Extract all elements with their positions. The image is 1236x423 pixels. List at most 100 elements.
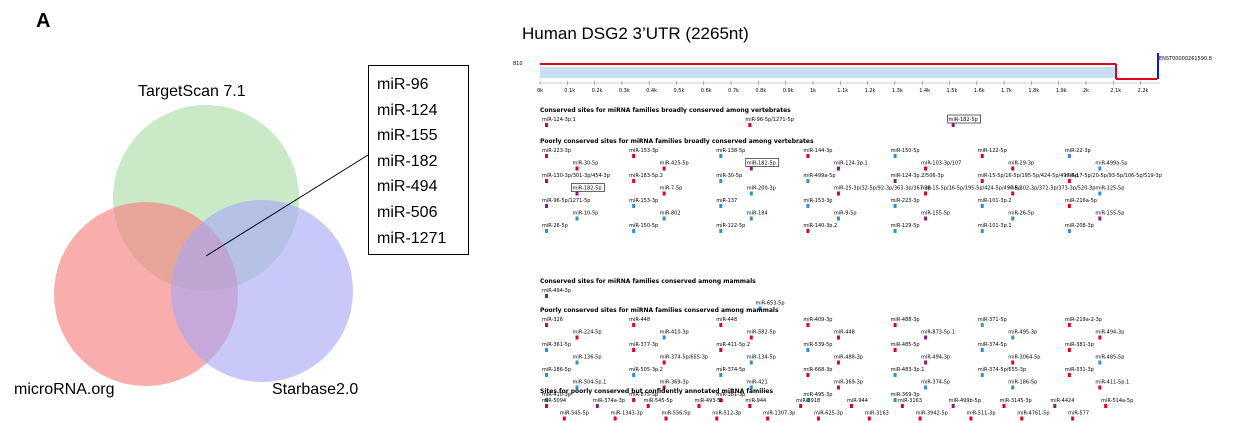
- site-label: miR-499b-5p: [949, 398, 981, 404]
- site-label: miR-150-5p: [891, 148, 920, 154]
- site-label: miR-25-3p/32-5p/92-3p/363-3p/367-3p: [834, 186, 931, 192]
- site-label: miR-374-5p: [716, 367, 745, 373]
- site-label: miR-485-5p: [1095, 355, 1124, 361]
- site-label: miR-96-5p/1271-5p: [542, 198, 590, 204]
- axis-tick-label: 0.7k: [728, 88, 739, 94]
- site-marker: [632, 373, 636, 377]
- site-label: miR-495-3p: [803, 392, 832, 398]
- site-marker: [1104, 404, 1108, 408]
- site-marker: [758, 306, 762, 311]
- site-marker: [719, 323, 723, 327]
- site-label: miR-493-5p: [695, 398, 724, 404]
- site-marker: [836, 335, 840, 340]
- site-label: miR-124-3p.2/506-3p: [891, 173, 944, 179]
- site-label: miR-326: [542, 317, 563, 323]
- site-label: miR-182-5p: [747, 161, 776, 167]
- shared-mirna: miR-182: [377, 152, 438, 170]
- site-marker: [545, 373, 548, 377]
- site-marker: [893, 348, 897, 352]
- site-marker: [980, 348, 984, 352]
- site-marker: [893, 204, 897, 208]
- shared-mirna: miR-155: [377, 127, 438, 145]
- site-marker: [715, 416, 719, 421]
- utr-title: Human DSG2 3’UTR (2265nt): [522, 24, 749, 43]
- site-label: miR-183-5p.2: [629, 173, 663, 179]
- site-marker: [806, 229, 810, 233]
- site-marker: [1071, 416, 1075, 421]
- site-label: miR-873-5p.1: [921, 330, 955, 336]
- site-marker: [1098, 166, 1102, 171]
- section-header: Conserved sites for miRNA families conse…: [540, 278, 756, 285]
- site-label: miR-512-3p: [712, 411, 741, 417]
- section-header: Conserved sites for miRNA families broad…: [540, 107, 791, 114]
- site-label: miR-223-3p: [542, 148, 571, 154]
- site-label: miR-494-3p: [542, 288, 571, 294]
- site-label: miR-216a-5p: [1065, 198, 1097, 204]
- site-marker: [545, 204, 548, 208]
- site-label: miR-26-5p: [1008, 211, 1034, 217]
- site-label: miR-124-3p.1: [834, 161, 868, 167]
- site-marker: [632, 154, 636, 158]
- site-marker: [893, 373, 897, 377]
- site-label: miR-223-3p: [891, 198, 920, 204]
- site-label: miR-488-3p: [891, 317, 920, 323]
- site-marker: [545, 323, 548, 327]
- site-marker: [1067, 229, 1071, 233]
- site-marker: [893, 398, 897, 402]
- site-highlight-box: [745, 158, 780, 167]
- site-marker: [632, 229, 636, 233]
- site-marker: [662, 385, 666, 390]
- site-label: miR-153-3p: [629, 198, 658, 204]
- site-label: miR-9-5p: [834, 211, 857, 217]
- site-marker: [836, 191, 840, 196]
- axis-tick-label: 0.8k: [755, 88, 766, 94]
- site-label: miR-302-3p/372-3p/373-3p/520-3p: [1008, 186, 1095, 192]
- site-marker: [1011, 335, 1015, 340]
- site-label: miR-155-5p: [921, 211, 950, 217]
- shared-mirna-box: miR-96 miR-124 miR-155 miR-182 miR-494 m…: [368, 65, 469, 255]
- site-label: miR-155-5p: [1095, 211, 1124, 217]
- site-label: miR-802: [660, 211, 681, 217]
- site-label: miR-944: [745, 398, 766, 404]
- site-label: miR-505-3p.2: [629, 367, 663, 373]
- site-marker: [893, 323, 897, 327]
- site-marker: [806, 373, 810, 377]
- site-marker: [613, 416, 617, 421]
- axis-tick-label: 1.5k: [947, 88, 958, 94]
- site-marker: [806, 204, 810, 208]
- axis-tick-label: 1.1k: [837, 88, 848, 94]
- site-label: miR-182-5p: [949, 117, 978, 123]
- site-marker: [595, 404, 599, 408]
- site-marker: [632, 348, 636, 352]
- section-header: Sites for poorly conserved but confident…: [540, 388, 773, 395]
- site-marker: [664, 416, 668, 421]
- site-marker: [662, 166, 666, 171]
- axis-tick-label: 0.2k: [592, 88, 603, 94]
- site-label: miR-371-5p: [978, 317, 1007, 323]
- site-marker: [924, 191, 928, 196]
- site-marker: [980, 323, 984, 327]
- site-label: miR-494-3p: [1095, 330, 1124, 336]
- site-label: miR-101-3p.2: [978, 198, 1012, 204]
- site-marker: [836, 216, 840, 221]
- site-label: miR-494-3p: [921, 355, 950, 361]
- site-label: miR-410-3p: [660, 330, 689, 336]
- shared-mirna: miR-124: [377, 101, 438, 119]
- axis-tick-label: 1k: [810, 88, 816, 94]
- transcript-id: ENST00000261590.8: [1159, 56, 1212, 62]
- axis-tick-label: 1.8k: [1028, 88, 1039, 94]
- site-marker: [806, 323, 810, 327]
- site-marker: [836, 360, 840, 365]
- site-label: miR-381-3p: [716, 392, 745, 398]
- site-label: miR-140-3p.2: [803, 223, 837, 229]
- site-label: miR-369-3p: [660, 380, 689, 386]
- site-label: miR-577: [1068, 411, 1089, 417]
- axis-tick-label: 0.4k: [646, 88, 657, 94]
- axis-tick-label: 1.7k: [1001, 88, 1012, 94]
- site-marker: [806, 348, 810, 352]
- axis-tick-label: 2k: [1083, 88, 1089, 94]
- site-label: miR-1307-3p: [763, 411, 795, 417]
- site-marker: [816, 416, 820, 421]
- shared-mirna: miR-506: [377, 203, 438, 221]
- site-label: miR-369-3p: [834, 380, 863, 386]
